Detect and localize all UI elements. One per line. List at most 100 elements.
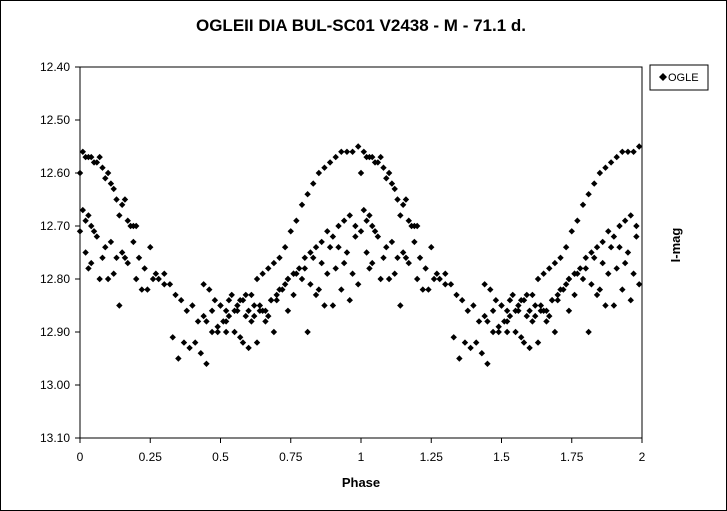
data-point: [596, 286, 604, 293]
data-point: [335, 244, 342, 251]
data-point: [338, 148, 345, 155]
data-point: [562, 281, 570, 288]
data-point: [354, 143, 362, 150]
data-point: [399, 249, 407, 256]
data-point: [301, 265, 308, 272]
data-point: [222, 328, 230, 336]
data-point: [360, 206, 368, 214]
data-point: [591, 180, 598, 187]
data-point: [85, 265, 92, 272]
data-point: [506, 312, 514, 320]
data-point: [526, 307, 533, 314]
data-point: [88, 222, 95, 230]
data-point: [520, 339, 528, 346]
data-point: [329, 302, 337, 309]
data-point: [380, 164, 387, 171]
data-point: [118, 201, 126, 208]
data-point: [326, 159, 334, 166]
data-point: [270, 328, 278, 336]
data-point: [487, 286, 494, 293]
data-point: [284, 275, 292, 283]
data-point: [281, 244, 289, 251]
data-point: [534, 275, 542, 283]
data-point: [366, 265, 373, 272]
data-point: [310, 180, 317, 187]
data-point: [315, 286, 323, 293]
data-point: [537, 307, 545, 314]
data-point: [149, 275, 157, 283]
data-point: [369, 222, 376, 230]
data-point: [245, 344, 252, 352]
data-point: [273, 291, 280, 299]
data-point: [478, 350, 486, 357]
data-point: [312, 244, 320, 251]
data-point: [616, 244, 623, 251]
data-point: [571, 291, 578, 299]
data-point: [298, 201, 306, 208]
data-point: [290, 270, 297, 277]
data-point: [383, 175, 390, 182]
data-point: [96, 275, 103, 283]
data-point: [248, 318, 255, 325]
data-point: [517, 334, 525, 341]
data-point: [276, 286, 283, 293]
x-axis: 0 0.25 0.5 0.75 1 1.25 1.5 1.75 2: [77, 438, 646, 464]
data-point: [133, 222, 140, 230]
data-point: [599, 238, 606, 246]
data-point: [228, 291, 235, 299]
data-point: [405, 259, 412, 267]
data-point: [565, 307, 573, 314]
data-point: [90, 228, 98, 235]
data-point: [312, 291, 320, 299]
data-point: [605, 228, 612, 235]
y-axis-title: I-mag: [668, 228, 683, 263]
data-point: [206, 286, 213, 293]
data-point: [262, 318, 269, 325]
legend: OGLE: [649, 64, 709, 91]
data-point: [602, 302, 609, 309]
data-point: [357, 169, 365, 177]
data-point: [304, 191, 311, 198]
data-point: [633, 222, 640, 230]
data-point: [515, 307, 522, 314]
data-point: [104, 275, 112, 283]
data-point: [329, 233, 337, 240]
data-point: [324, 228, 331, 235]
data-point: [265, 312, 272, 320]
data-point: [360, 148, 368, 155]
data-point: [391, 185, 398, 193]
data-point: [624, 249, 632, 256]
data-point: [332, 265, 339, 272]
data-point: [579, 201, 587, 208]
data-point: [138, 286, 146, 293]
data-point: [307, 249, 314, 256]
plot-area: [79, 66, 643, 439]
data-point: [596, 169, 604, 177]
data-point: [121, 196, 129, 203]
chart-title: OGLEII DIA BUL-SC01 V2438 - M - 71.1 d.: [196, 16, 526, 35]
data-point: [532, 312, 539, 320]
data-point: [512, 328, 519, 336]
data-point: [520, 297, 528, 304]
data-point: [222, 307, 230, 314]
data-point: [197, 350, 205, 357]
data-point: [253, 339, 261, 346]
data-point: [557, 254, 564, 261]
data-point: [340, 217, 348, 224]
data-point: [450, 334, 457, 341]
x-tick-label: 1: [358, 450, 365, 464]
data-point: [192, 339, 199, 346]
data-point: [107, 238, 115, 246]
data-point: [99, 254, 106, 261]
data-point: [565, 275, 573, 283]
data-point: [467, 344, 474, 352]
data-point: [571, 270, 578, 277]
data-point: [585, 191, 592, 198]
data-point: [251, 312, 258, 320]
data-point: [222, 318, 230, 325]
data-point: [523, 312, 530, 320]
data-point: [473, 339, 480, 346]
data-point: [293, 217, 300, 224]
data-point: [532, 302, 539, 309]
data-point: [332, 153, 339, 161]
